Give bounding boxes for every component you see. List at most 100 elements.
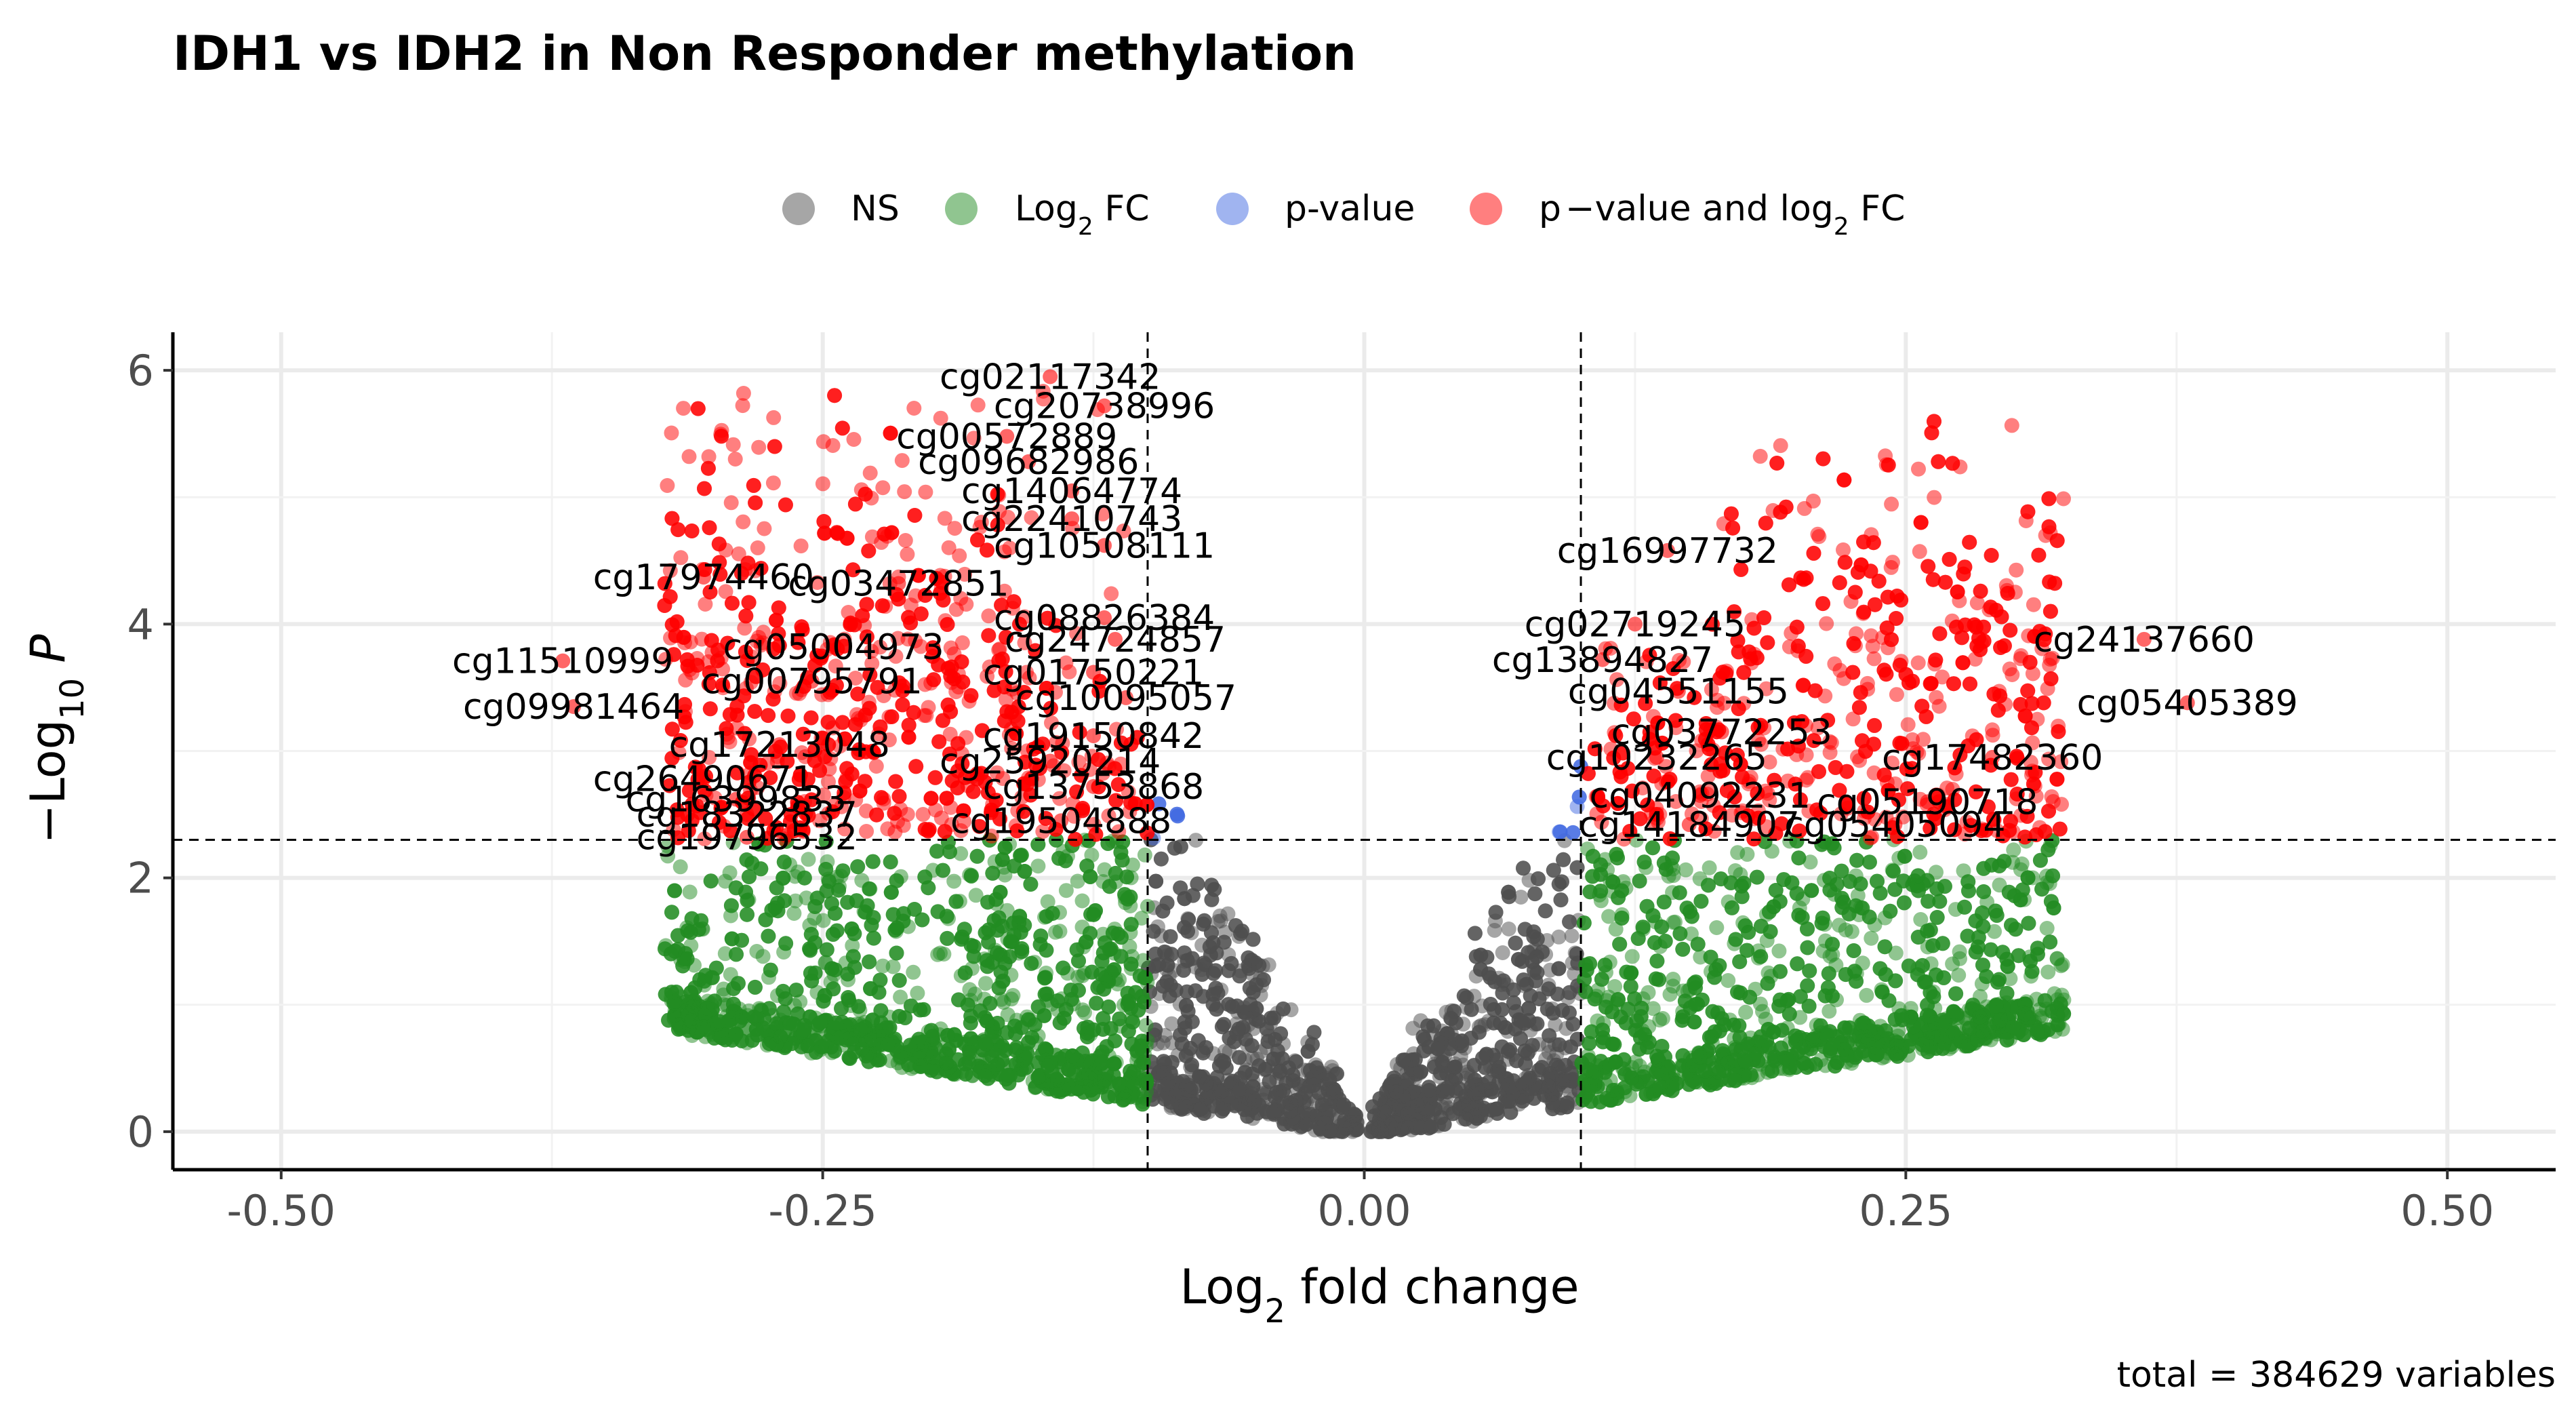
legend-label-log2fc: Log2 FC bbox=[1015, 189, 1150, 241]
point-fc bbox=[2040, 964, 2056, 980]
point-fc bbox=[1074, 893, 1090, 909]
point-ns bbox=[1516, 861, 1531, 876]
legend-item-log2fc: Log2 FC bbox=[945, 189, 1150, 241]
point-ns bbox=[1163, 1065, 1178, 1081]
point-ns bbox=[1224, 955, 1239, 971]
point-ns bbox=[1184, 951, 1200, 966]
point-ns bbox=[1508, 935, 1523, 951]
point-ns bbox=[1487, 923, 1502, 938]
point-ns bbox=[1188, 833, 1203, 848]
legend-key-log2fc bbox=[945, 193, 978, 225]
point-ns bbox=[1386, 1122, 1401, 1137]
legend-item-pvalue: p-value bbox=[1216, 189, 1415, 229]
point-fc bbox=[1137, 847, 1152, 863]
point-ns bbox=[1262, 1073, 1277, 1089]
point-ns bbox=[1372, 1091, 1388, 1107]
point-ns bbox=[1338, 1121, 1354, 1136]
point-ns bbox=[1247, 1094, 1262, 1109]
legend-key-pvalue-and-log2fc bbox=[1470, 193, 1502, 225]
point-fc bbox=[1864, 930, 1879, 946]
point-fc bbox=[978, 976, 993, 991]
point-fc bbox=[1058, 883, 1074, 898]
point-ns bbox=[1244, 1038, 1260, 1053]
legend-label-ns: NS bbox=[851, 189, 900, 229]
point-ns bbox=[1316, 1115, 1332, 1130]
point-ns bbox=[1249, 1001, 1264, 1016]
point-ns bbox=[1192, 1069, 1207, 1084]
point-fc bbox=[910, 985, 925, 1001]
point-ns bbox=[1163, 929, 1178, 945]
point-ns bbox=[1513, 1031, 1528, 1046]
point-ns bbox=[1481, 1074, 1497, 1090]
point-fc bbox=[1709, 920, 1725, 935]
point-ns bbox=[1155, 903, 1171, 919]
point-ns bbox=[1562, 914, 1577, 930]
point-ns bbox=[1228, 918, 1243, 933]
point-ns bbox=[1193, 1101, 1209, 1116]
point-ns bbox=[1564, 928, 1579, 944]
point-fc bbox=[885, 959, 901, 974]
point-ns bbox=[1205, 935, 1221, 951]
point-fc bbox=[1624, 949, 1640, 964]
point-fc bbox=[2039, 921, 2055, 936]
point-ns bbox=[1221, 997, 1236, 1012]
point-ns bbox=[1501, 884, 1516, 900]
point-ns bbox=[1164, 1016, 1180, 1031]
point-ns bbox=[1486, 1002, 1502, 1017]
chart-title: IDH1 vs IDH2 in Non Responder methylatio… bbox=[173, 26, 1356, 81]
point-ns bbox=[1306, 1025, 1322, 1040]
point-ns bbox=[1388, 1084, 1404, 1100]
point-ns bbox=[1199, 1040, 1213, 1055]
point-ns bbox=[1178, 997, 1194, 1013]
point-ns bbox=[1178, 1099, 1194, 1115]
point-ns bbox=[1488, 905, 1504, 920]
point-fc bbox=[1738, 1004, 1754, 1020]
point-ns bbox=[1553, 892, 1569, 908]
point-ns bbox=[1285, 1067, 1301, 1083]
point-ns bbox=[1232, 1082, 1248, 1097]
point-ns bbox=[1469, 1111, 1485, 1126]
point-ns bbox=[1436, 1117, 1452, 1132]
point-fc bbox=[1030, 858, 1046, 874]
point-ns bbox=[1537, 903, 1553, 919]
point-ns bbox=[1473, 962, 1489, 977]
point-ns bbox=[1336, 1097, 1352, 1113]
point-fc bbox=[1859, 987, 1874, 1003]
point-ns bbox=[1306, 1077, 1321, 1093]
point-ns bbox=[1300, 1044, 1316, 1059]
point-ns bbox=[1153, 851, 1169, 867]
point-ns bbox=[1405, 1021, 1421, 1036]
legend-item-pvalue-and-log2fc: p −value and log2 FC bbox=[1470, 189, 1905, 241]
point-ns bbox=[1216, 1016, 1232, 1032]
point-ns bbox=[1562, 985, 1577, 1000]
point-ns bbox=[1467, 1086, 1483, 1101]
point-fc bbox=[1838, 922, 1853, 938]
point-fc bbox=[755, 949, 771, 964]
point-ns bbox=[1173, 1027, 1188, 1043]
point-ns bbox=[1216, 1054, 1232, 1069]
point-ns bbox=[1208, 981, 1224, 996]
point-ns bbox=[1531, 871, 1546, 886]
point-ns bbox=[1554, 1003, 1570, 1018]
point-ns bbox=[1471, 1025, 1487, 1040]
point-ns bbox=[1428, 1101, 1443, 1117]
point-fc bbox=[1004, 991, 1019, 1007]
point-ns bbox=[1495, 945, 1510, 960]
point-ns bbox=[1256, 972, 1271, 987]
point-ns bbox=[1541, 981, 1556, 997]
point-ns bbox=[1210, 913, 1226, 929]
point-ns bbox=[1160, 957, 1175, 973]
point-ns bbox=[1500, 1093, 1516, 1109]
point-ns bbox=[1559, 1099, 1575, 1115]
point-ns bbox=[1371, 1120, 1387, 1136]
point-ns bbox=[1283, 1103, 1298, 1119]
point-ns bbox=[1181, 912, 1196, 928]
point-fc bbox=[1771, 943, 1787, 959]
legend-label-pvalue-and-log2fc: p −value and log2 FC bbox=[1539, 189, 1905, 241]
point-fc bbox=[906, 964, 921, 980]
point-ns bbox=[1495, 973, 1511, 989]
point-fc bbox=[1945, 956, 1960, 972]
point-fc bbox=[936, 947, 952, 962]
point-ns bbox=[1473, 947, 1489, 963]
point-ns bbox=[1245, 932, 1261, 947]
